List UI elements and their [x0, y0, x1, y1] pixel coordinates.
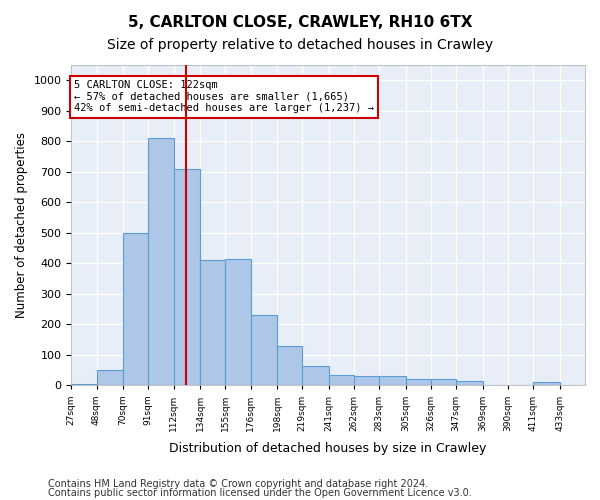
Text: Contains HM Land Registry data © Crown copyright and database right 2024.: Contains HM Land Registry data © Crown c…: [48, 479, 428, 489]
Bar: [302, 366, 329, 386]
Y-axis label: Number of detached properties: Number of detached properties: [15, 132, 28, 318]
Bar: [456, 381, 483, 386]
Text: Contains public sector information licensed under the Open Government Licence v3: Contains public sector information licen…: [48, 488, 472, 498]
Bar: [173, 169, 200, 386]
Bar: [354, 376, 379, 386]
Bar: [406, 380, 431, 386]
Bar: [148, 138, 173, 386]
Bar: [329, 375, 354, 386]
Bar: [251, 316, 277, 386]
Bar: [225, 259, 251, 386]
Text: 5 CARLTON CLOSE: 122sqm
← 57% of detached houses are smaller (1,665)
42% of semi: 5 CARLTON CLOSE: 122sqm ← 57% of detache…: [74, 80, 374, 114]
Bar: [71, 384, 97, 386]
Text: 5, CARLTON CLOSE, CRAWLEY, RH10 6TX: 5, CARLTON CLOSE, CRAWLEY, RH10 6TX: [128, 15, 472, 30]
Bar: [277, 346, 302, 386]
Bar: [123, 233, 148, 386]
Bar: [431, 380, 456, 386]
Bar: [379, 376, 406, 386]
Bar: [533, 382, 560, 386]
Text: Size of property relative to detached houses in Crawley: Size of property relative to detached ho…: [107, 38, 493, 52]
Bar: [200, 260, 225, 386]
Bar: [97, 370, 123, 386]
X-axis label: Distribution of detached houses by size in Crawley: Distribution of detached houses by size …: [169, 442, 487, 455]
